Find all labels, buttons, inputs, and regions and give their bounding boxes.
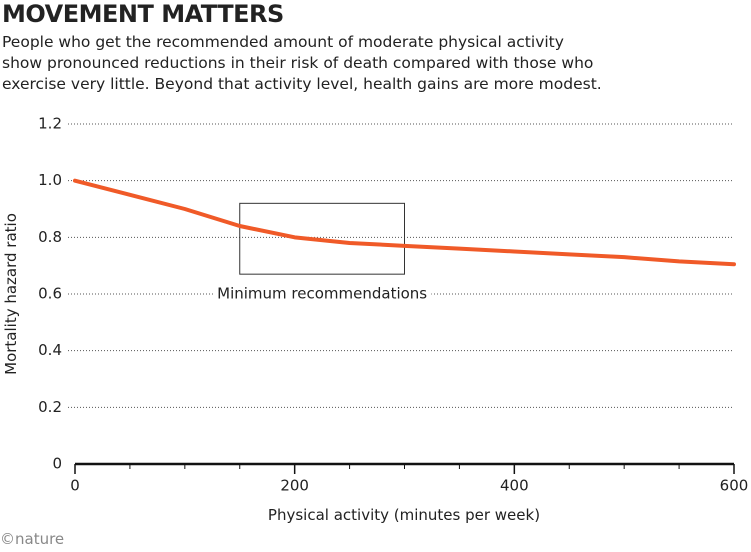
x-tick-label: 0 bbox=[70, 477, 80, 495]
x-tick-label: 400 bbox=[500, 477, 529, 495]
credit: ©nature bbox=[0, 530, 64, 548]
y-tick-label: 0.8 bbox=[38, 228, 62, 246]
annotation-label-bg bbox=[213, 284, 432, 303]
y-tick-label: 1.2 bbox=[38, 115, 62, 133]
y-tick-label: 1.0 bbox=[38, 171, 62, 189]
subtitle-line: exercise very little. Beyond that activi… bbox=[2, 75, 602, 93]
y-tick-label: 0.6 bbox=[38, 285, 62, 303]
x-tick-label: 600 bbox=[720, 477, 749, 495]
y-tick-label: 0.2 bbox=[38, 398, 62, 416]
data-line bbox=[73, 178, 736, 267]
x-axis-label: Physical activity (minutes per week) bbox=[268, 506, 540, 524]
annotation-box bbox=[239, 202, 405, 275]
y-axis-label: Mortality hazard ratio bbox=[2, 213, 20, 375]
subtitle-line: People who get the recommended amount of… bbox=[2, 33, 564, 51]
y-tick-label: 0.4 bbox=[38, 341, 62, 359]
x-tick-label: 200 bbox=[280, 477, 309, 495]
annotation-label: Minimum recommendations bbox=[217, 285, 427, 303]
y-tick-label: 0 bbox=[52, 455, 62, 473]
chart-title: MOVEMENT MATTERS bbox=[2, 0, 284, 28]
subtitle-line: show pronounced reductions in their risk… bbox=[2, 54, 593, 72]
